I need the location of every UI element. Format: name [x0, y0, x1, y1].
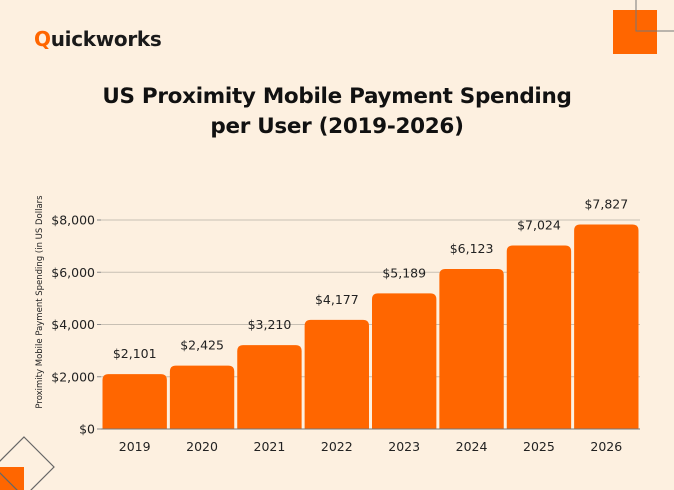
data-label: $4,177: [315, 292, 359, 307]
data-label: $7,024: [517, 217, 561, 232]
x-tick-label: 2023: [388, 439, 420, 454]
decorative-diamond-outline: [0, 436, 55, 490]
x-tick-label: 2019: [119, 439, 151, 454]
bar-2021: [237, 345, 302, 429]
data-label: $2,425: [180, 338, 224, 353]
y-tick-label: $2,000: [51, 369, 95, 384]
decorative-square: [613, 10, 657, 54]
x-tick-label: 2020: [186, 439, 218, 454]
x-tick-label: 2021: [254, 439, 286, 454]
x-tick-label: 2026: [590, 439, 622, 454]
data-label: $5,189: [382, 265, 426, 280]
bar-2025: [506, 245, 572, 429]
bar-2019: [102, 374, 167, 429]
data-label: $2,101: [113, 346, 157, 361]
data-label: $3,210: [248, 317, 292, 332]
data-label: $6,123: [450, 241, 494, 256]
y-axis-label: Proximity Mobile Payment Spending (in US…: [35, 195, 45, 409]
logo-text: uickworks: [50, 27, 162, 51]
bar-2024: [439, 269, 504, 429]
logo-initial: Q: [34, 27, 51, 51]
x-tick-label: 2022: [321, 439, 353, 454]
y-tick-label: $0: [79, 422, 95, 437]
decorative-corner-line: [635, 0, 674, 32]
chart-title: US Proximity Mobile Payment Spending per…: [0, 82, 674, 142]
title-line-2: per User (2019-2026): [210, 114, 464, 139]
decorative-bottom-square: [0, 467, 24, 490]
quickworks-logo: Quickworks: [34, 27, 162, 51]
y-tick-label: $4,000: [51, 317, 95, 332]
bar-2023: [372, 293, 437, 429]
y-tick-label: $8,000: [51, 213, 95, 228]
x-tick-label: 2025: [523, 439, 555, 454]
data-label: $7,827: [584, 197, 628, 212]
y-tick-label: $6,000: [51, 265, 95, 280]
title-line-1: US Proximity Mobile Payment Spending: [102, 84, 572, 109]
bar-2026: [574, 224, 639, 429]
x-tick-label: 2024: [456, 439, 488, 454]
bar-2020: [169, 365, 235, 429]
bar-2022: [304, 319, 369, 429]
